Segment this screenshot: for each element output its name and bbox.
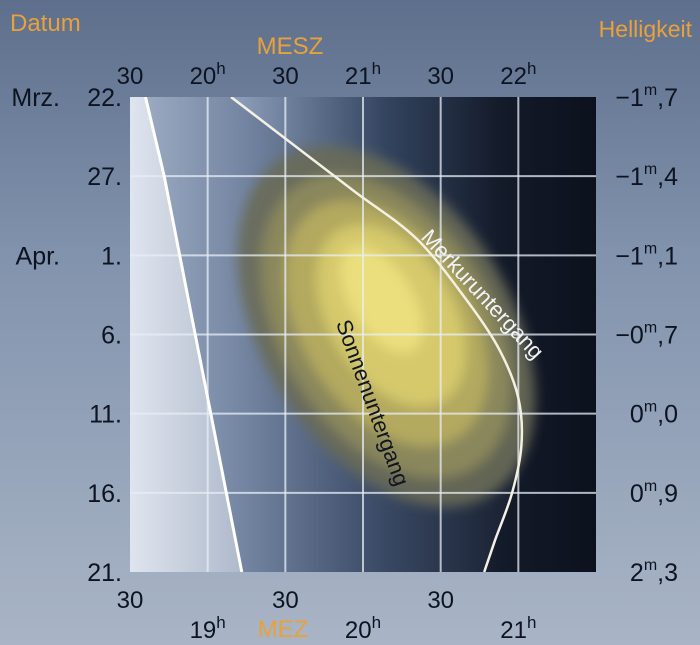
- brightness-corner-label: Helligkeit: [599, 16, 693, 42]
- date-tick-label: 11.: [89, 401, 122, 429]
- bottom-tick-label: 30: [427, 587, 454, 614]
- bottom-tick-label: 21h: [500, 613, 536, 644]
- sunset-line: [144, 97, 244, 572]
- brightness-tick-label: 0m,0: [630, 399, 678, 429]
- top-tick-label: 30: [272, 63, 299, 90]
- month-label: Mrz.: [11, 84, 60, 112]
- bottom-tick-label: 30: [272, 587, 299, 614]
- date-tick-label: 16.: [87, 480, 122, 508]
- brightness-axis-ticks: −1m,7 −1m,4 −1m,1 −0m,7 0m,0 0m,9 2m,3: [615, 82, 678, 587]
- top-tick-label: 20h: [190, 59, 226, 90]
- date-corner-label: Datum: [10, 10, 81, 37]
- top-tick-label: 22h: [500, 59, 536, 90]
- brightness-tick-label: −1m,1: [615, 240, 678, 270]
- date-axis-ticks: 22. Mrz. 27. 1. Apr. 6. 11. 16. 21.: [11, 84, 122, 587]
- bottom-tick-label: 20h: [345, 613, 381, 644]
- top-tick-label: 30: [427, 63, 454, 90]
- brightness-tick-label: −1m,7: [615, 82, 678, 112]
- mercury-set-line: [230, 97, 524, 572]
- date-tick-label: 1.: [101, 242, 122, 270]
- bottom-tick-label: 19h: [190, 613, 226, 644]
- brightness-tick-label: −1m,4: [615, 161, 678, 191]
- month-label: Apr.: [16, 242, 60, 270]
- brightness-tick-label: −0m,7: [615, 320, 678, 350]
- top-axis-ticks: 30 20h 30 21h 30 22h: [117, 59, 537, 90]
- plot-area: [130, 97, 596, 572]
- grid-lines: [130, 97, 596, 572]
- bottom-axis-label: MEZ: [258, 616, 309, 643]
- top-tick-label: 30: [117, 63, 144, 90]
- bottom-axis-ticks: 30 19h 30 20h 30 21h: [117, 587, 537, 644]
- visibility-zone-5: [340, 246, 423, 354]
- date-tick-label: 21.: [87, 559, 122, 587]
- top-tick-label: 21h: [345, 59, 381, 90]
- date-tick-label: 6.: [101, 322, 122, 350]
- brightness-tick-label: 2m,3: [630, 557, 678, 587]
- date-tick-label: 27.: [87, 163, 122, 191]
- brightness-tick-label: 0m,9: [630, 478, 678, 508]
- date-tick-label: 22.: [87, 84, 122, 112]
- bottom-tick-label: 30: [117, 587, 144, 614]
- top-axis-label: MESZ: [257, 33, 324, 60]
